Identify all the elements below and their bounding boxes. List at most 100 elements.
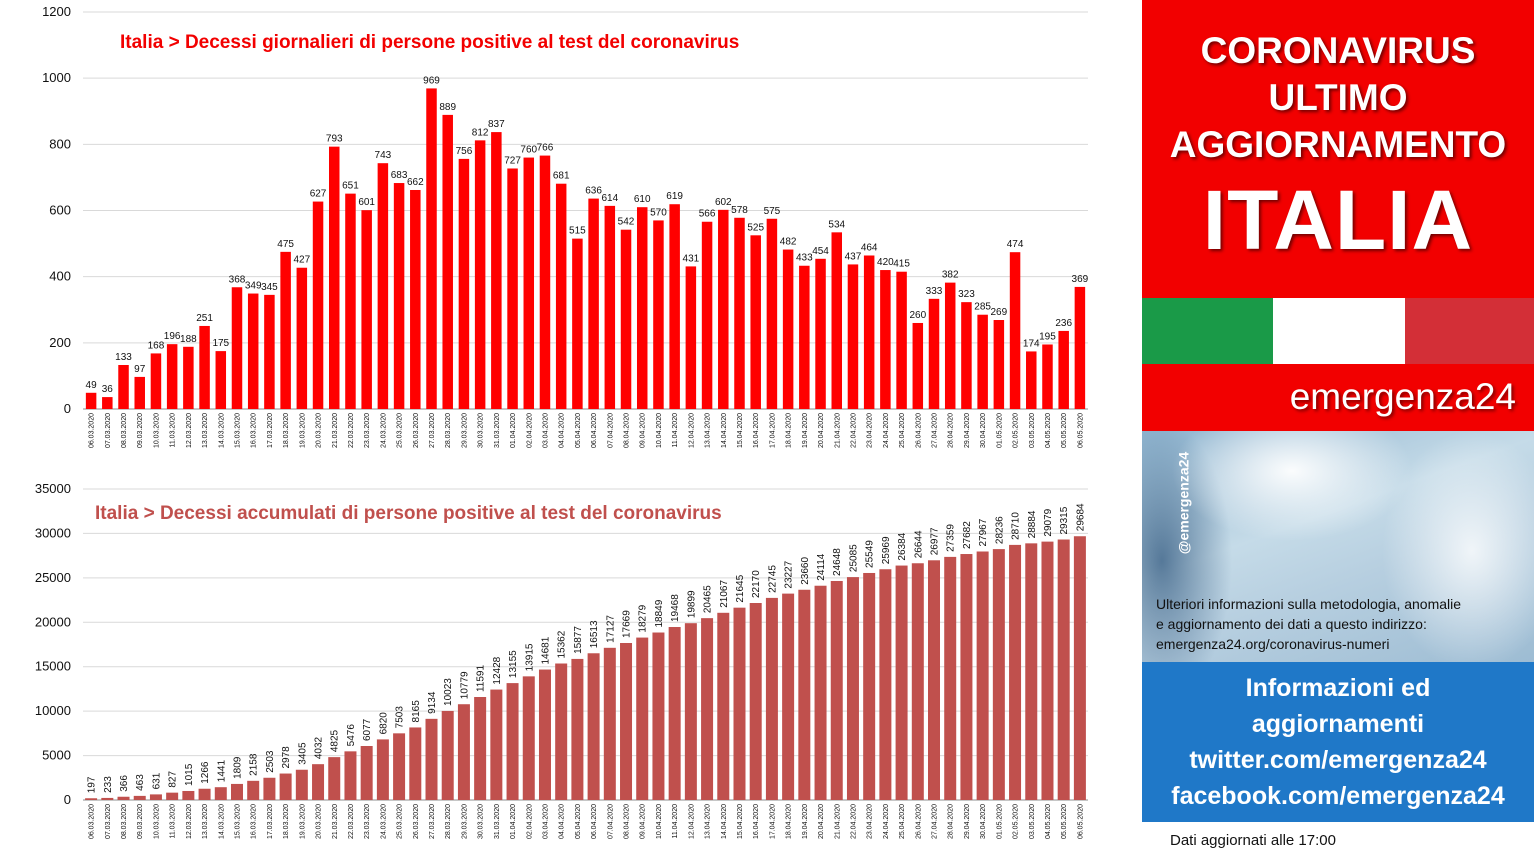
- x-tick-label: 21.04.2020: [834, 804, 841, 839]
- data-label: 188: [180, 334, 197, 345]
- data-label: 681: [553, 171, 570, 182]
- bar: [669, 204, 680, 409]
- y-tick-label: 0: [64, 401, 71, 416]
- x-tick-label: 07.03.2020: [105, 804, 112, 839]
- bar: [328, 757, 341, 800]
- data-label: 627: [310, 189, 327, 200]
- data-label: 2978: [281, 746, 292, 769]
- data-label: 463: [135, 774, 146, 791]
- y-tick-label: 5000: [42, 748, 71, 763]
- bar: [458, 158, 470, 409]
- data-label: 27359: [946, 524, 957, 552]
- bar: [798, 589, 811, 800]
- x-tick-label: 19.04.2020: [802, 804, 809, 839]
- bar: [538, 669, 551, 800]
- x-tick-label: 26.04.2020: [915, 413, 922, 448]
- bar: [1074, 286, 1086, 409]
- x-tick-label: 09.04.2020: [640, 804, 647, 839]
- data-label: 578: [731, 205, 748, 216]
- headline-box: CORONAVIRUS ULTIMO AGGIORNAMENTO ITALIA: [1142, 0, 1534, 298]
- data-label: 9134: [427, 691, 438, 714]
- x-tick-label: 10.03.2020: [153, 413, 160, 448]
- bar: [102, 397, 113, 409]
- x-tick-label: 28.03.2020: [445, 804, 452, 839]
- x-tick-label: 24.04.2020: [883, 804, 890, 839]
- x-tick-label: 27.04.2020: [932, 804, 939, 839]
- data-label: 969: [423, 75, 440, 86]
- data-label: 29315: [1059, 506, 1070, 534]
- data-label: 17669: [622, 610, 633, 638]
- data-label: 8165: [411, 700, 422, 723]
- bar: [912, 322, 924, 409]
- x-tick-label: 31.03.2020: [494, 413, 501, 448]
- x-tick-label: 11.03.2020: [170, 413, 177, 448]
- x-tick-label: 13.04.2020: [705, 804, 712, 839]
- x-tick-label: 04.04.2020: [559, 413, 566, 448]
- data-label: 26644: [913, 530, 924, 558]
- bar: [814, 585, 827, 800]
- x-tick-label: 09.04.2020: [640, 413, 647, 448]
- x-tick-label: 20.03.2020: [316, 804, 323, 839]
- bar: [572, 238, 583, 409]
- x-tick-label: 27.04.2020: [932, 413, 939, 448]
- x-tick-label: 18.04.2020: [786, 413, 793, 448]
- x-tick-label: 25.04.2020: [899, 804, 906, 839]
- x-tick-label: 13.03.2020: [202, 413, 209, 448]
- bar: [329, 146, 340, 409]
- bar: [588, 198, 599, 409]
- x-tick-label: 20.04.2020: [818, 804, 825, 839]
- x-tick-label: 14.04.2020: [721, 804, 728, 839]
- y-tick-label: 20000: [35, 614, 71, 629]
- info-link[interactable]: emergenza24.org/coronavirus-numeri: [1156, 636, 1390, 652]
- data-label: 420: [877, 257, 894, 268]
- bar: [1057, 539, 1070, 800]
- data-label: 431: [683, 253, 700, 264]
- bar: [1009, 252, 1021, 409]
- x-tick-label: 26.04.2020: [915, 804, 922, 839]
- data-label: 10779: [459, 671, 470, 699]
- data-label: 28884: [1027, 510, 1038, 538]
- flag-red-stripe: [1405, 298, 1534, 364]
- x-tick-label: 12.04.2020: [688, 804, 695, 839]
- data-label: 534: [828, 219, 845, 230]
- data-label: 827: [168, 771, 179, 788]
- data-label: 474: [1007, 239, 1024, 250]
- x-tick-label: 18.03.2020: [283, 413, 290, 448]
- x-tick-label: 06.05.2020: [1077, 413, 1084, 448]
- x-tick-label: 19.04.2020: [802, 413, 809, 448]
- chart-title: Italia > Decessi giornalieri di persone …: [120, 32, 739, 53]
- data-label: 366: [119, 775, 130, 792]
- bar: [85, 798, 98, 800]
- chart-2: 0 5000 10000 15000 20000 25000 30000 35000 Itali…: [35, 481, 1088, 839]
- bar: [717, 612, 730, 800]
- data-label: 13155: [508, 650, 519, 678]
- x-tick-label: 09.03.2020: [137, 413, 144, 448]
- x-tick-label: 20.04.2020: [818, 413, 825, 448]
- y-tick-label: 15000: [35, 659, 71, 674]
- bar: [279, 773, 292, 800]
- data-label: 29684: [1075, 503, 1086, 531]
- data-label: 10023: [443, 678, 454, 706]
- x-tick-label: 01.05.2020: [996, 804, 1003, 839]
- data-label: 614: [601, 193, 618, 204]
- twitter-link[interactable]: twitter.com/emergenza24: [1189, 746, 1487, 774]
- bar: [247, 780, 260, 800]
- x-tick-label: 12.04.2020: [688, 413, 695, 448]
- data-label: 168: [148, 340, 165, 351]
- data-label: 17127: [605, 615, 616, 643]
- bar: [701, 221, 713, 409]
- x-tick-label: 05.05.2020: [1061, 804, 1068, 839]
- bar: [85, 392, 97, 409]
- chart-1: 0 200 400 600 800 1000 1200 Italia > Decessi gi…: [42, 4, 1089, 448]
- data-label: 349: [245, 281, 262, 292]
- y-tick-label: 25000: [35, 570, 71, 585]
- x-tick-label: 17.03.2020: [267, 413, 274, 448]
- facebook-link[interactable]: facebook.com/emergenza24: [1171, 782, 1505, 810]
- bar: [944, 556, 957, 800]
- data-label: 251: [196, 313, 213, 324]
- data-label: 4032: [314, 736, 325, 759]
- bar: [684, 623, 697, 800]
- social-line-2: aggiornamenti: [1251, 710, 1425, 738]
- bar: [183, 346, 194, 409]
- chart-title: Italia > Decessi accumulati di persone p…: [95, 503, 722, 524]
